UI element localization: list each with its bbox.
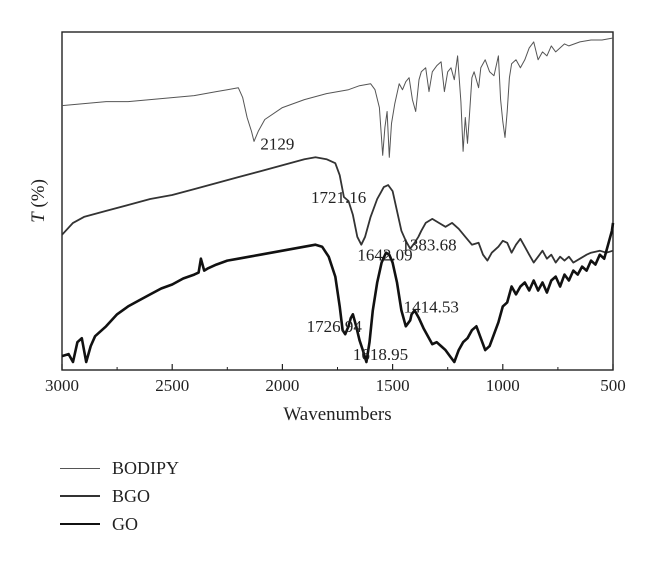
- series-line-bgo: [61, 156, 614, 264]
- legend-item-bgo: BGO: [60, 482, 179, 510]
- x-axis: 3000 2500 2000 1500 1000 500: [45, 364, 626, 395]
- legend-swatch: [60, 495, 100, 497]
- x-tick-label: 500: [600, 376, 626, 395]
- y-axis-title: T (%): [28, 179, 49, 223]
- peak-annotation: 1721.16: [311, 188, 366, 207]
- x-tick-label: 1000: [486, 376, 520, 395]
- legend-label: GO: [112, 513, 138, 534]
- legend-swatch: [60, 467, 100, 469]
- series-line-go: [61, 222, 615, 364]
- x-tick-label: 1500: [376, 376, 410, 395]
- series-line-bodipy: [61, 37, 614, 158]
- x-tick-label: 3000: [45, 376, 79, 395]
- legend-item-bodipy: BODIPY: [60, 454, 179, 482]
- peak-annotation: 1642.09: [357, 246, 412, 265]
- peak-annotation: 2129: [260, 134, 294, 153]
- peak-annotation: 1383.68: [401, 236, 456, 255]
- x-tick-label: 2500: [155, 376, 189, 395]
- series-layer: [61, 37, 615, 364]
- peak-annotation: 1414.53: [404, 297, 459, 316]
- legend-label: BODIPY: [112, 457, 180, 478]
- legend-item-go: GO: [60, 510, 179, 538]
- peak-annotation: 1726.94: [307, 317, 363, 336]
- peak-annotation: 1618.95: [353, 345, 408, 364]
- legend: BODIPY BGO GO: [60, 454, 179, 538]
- legend-swatch: [60, 522, 100, 526]
- x-axis-title: Wavenumbers: [283, 404, 391, 425]
- x-tick-label: 2000: [265, 376, 299, 395]
- legend-label: BGO: [112, 485, 151, 506]
